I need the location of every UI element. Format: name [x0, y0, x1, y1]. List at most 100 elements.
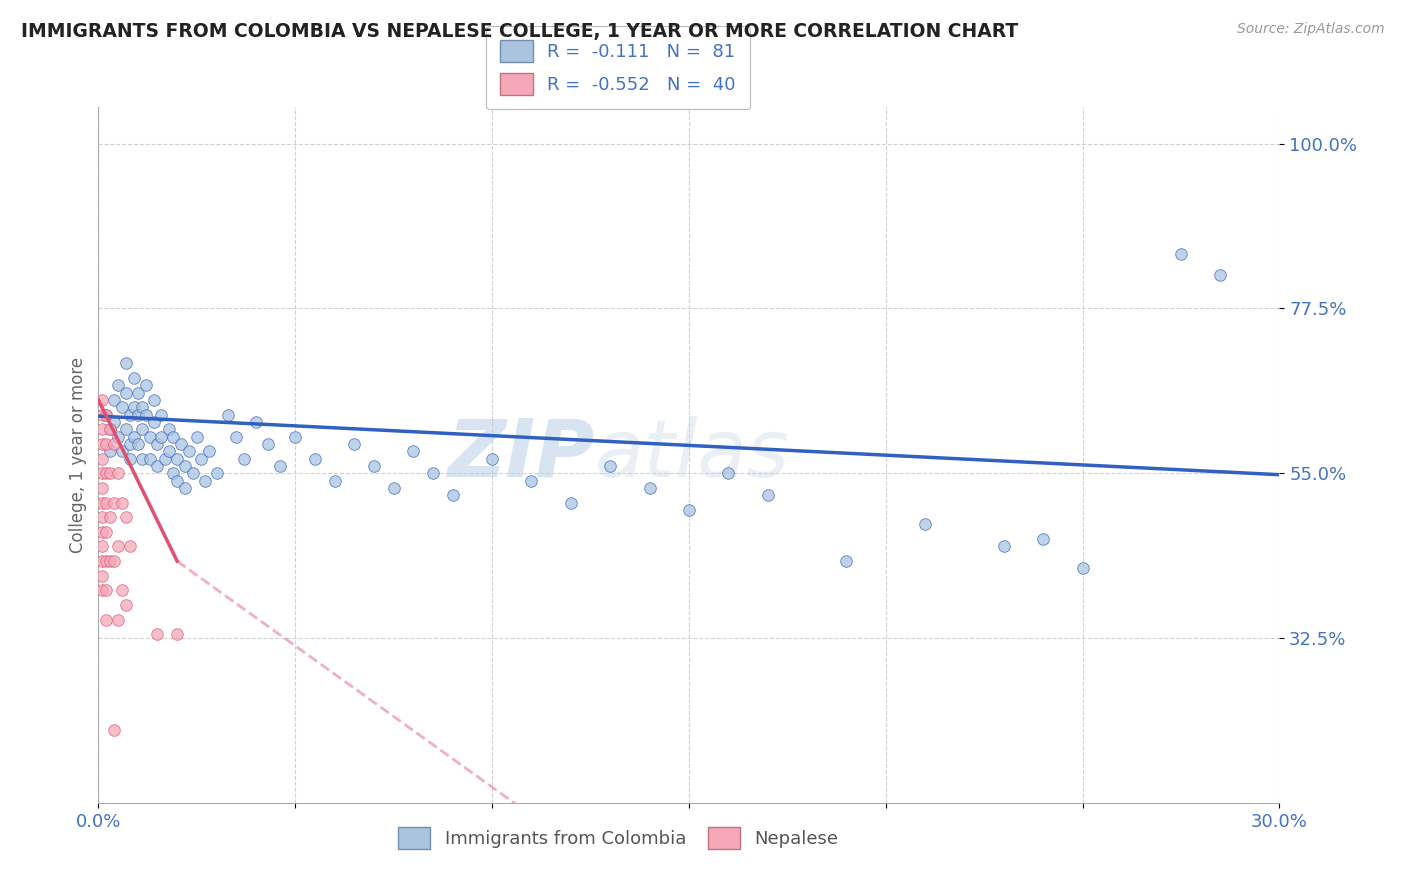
Legend: Immigrants from Colombia, Nepalese: Immigrants from Colombia, Nepalese — [391, 820, 846, 856]
Point — [91, 481, 114, 495]
Point — [96, 467, 118, 481]
Point — [111, 401, 134, 415]
Point — [91, 451, 114, 466]
Point — [98, 422, 121, 436]
Point — [146, 437, 169, 451]
Point — [1170, 246, 1192, 260]
Point — [146, 627, 169, 641]
Point — [1071, 561, 1094, 575]
Point — [343, 437, 366, 451]
Point — [174, 481, 197, 495]
Point — [190, 451, 212, 466]
Point — [103, 495, 125, 509]
Point — [103, 554, 125, 568]
Point — [138, 429, 160, 443]
Point — [233, 451, 256, 466]
Point — [115, 598, 138, 612]
Point — [122, 401, 145, 415]
Point — [217, 408, 239, 422]
Point — [103, 392, 125, 407]
Point — [245, 415, 267, 429]
Point — [118, 540, 141, 554]
Point — [284, 429, 307, 443]
Point — [481, 451, 503, 466]
Point — [111, 583, 134, 598]
Point — [122, 429, 145, 443]
Point — [835, 554, 858, 568]
Point — [1209, 268, 1232, 283]
Point — [91, 540, 114, 554]
Point — [678, 503, 700, 517]
Point — [256, 437, 278, 451]
Point — [96, 408, 118, 422]
Point — [91, 422, 114, 436]
Y-axis label: College, 1 year or more: College, 1 year or more — [69, 357, 87, 553]
Point — [107, 540, 129, 554]
Point — [103, 415, 125, 429]
Point — [96, 554, 118, 568]
Point — [166, 474, 188, 488]
Point — [402, 444, 425, 458]
Point — [363, 458, 385, 473]
Point — [181, 467, 204, 481]
Point — [135, 378, 157, 392]
Point — [142, 392, 165, 407]
Point — [166, 627, 188, 641]
Point — [225, 429, 247, 443]
Point — [205, 467, 228, 481]
Point — [96, 613, 118, 627]
Point — [96, 495, 118, 509]
Point — [115, 510, 138, 524]
Point — [111, 495, 134, 509]
Point — [914, 517, 936, 532]
Point — [323, 474, 346, 488]
Point — [638, 481, 661, 495]
Point — [118, 451, 141, 466]
Point — [98, 422, 121, 436]
Point — [91, 392, 114, 407]
Point — [118, 437, 141, 451]
Point — [96, 524, 118, 539]
Point — [91, 495, 114, 509]
Point — [98, 554, 121, 568]
Point — [103, 437, 125, 451]
Point — [96, 437, 118, 451]
Text: Source: ZipAtlas.com: Source: ZipAtlas.com — [1237, 22, 1385, 37]
Point — [98, 467, 121, 481]
Point — [422, 467, 444, 481]
Point — [197, 444, 219, 458]
Point — [155, 451, 177, 466]
Point — [91, 510, 114, 524]
Point — [382, 481, 405, 495]
Point — [157, 422, 180, 436]
Point — [560, 495, 582, 509]
Point — [115, 422, 138, 436]
Point — [127, 408, 149, 422]
Point — [441, 488, 464, 502]
Point — [186, 429, 208, 443]
Point — [170, 437, 193, 451]
Point — [269, 458, 291, 473]
Point — [91, 437, 114, 451]
Point — [127, 385, 149, 400]
Point — [98, 510, 121, 524]
Point — [91, 554, 114, 568]
Point — [142, 415, 165, 429]
Point — [96, 408, 118, 422]
Point — [131, 451, 153, 466]
Text: atlas: atlas — [595, 416, 789, 494]
Text: ZIP: ZIP — [447, 416, 595, 494]
Point — [174, 458, 197, 473]
Point — [993, 540, 1015, 554]
Point — [135, 408, 157, 422]
Point — [91, 568, 114, 582]
Point — [91, 524, 114, 539]
Point — [150, 408, 173, 422]
Point — [520, 474, 543, 488]
Point — [131, 422, 153, 436]
Point — [127, 437, 149, 451]
Point — [122, 371, 145, 385]
Point — [91, 583, 114, 598]
Point — [162, 429, 184, 443]
Point — [115, 385, 138, 400]
